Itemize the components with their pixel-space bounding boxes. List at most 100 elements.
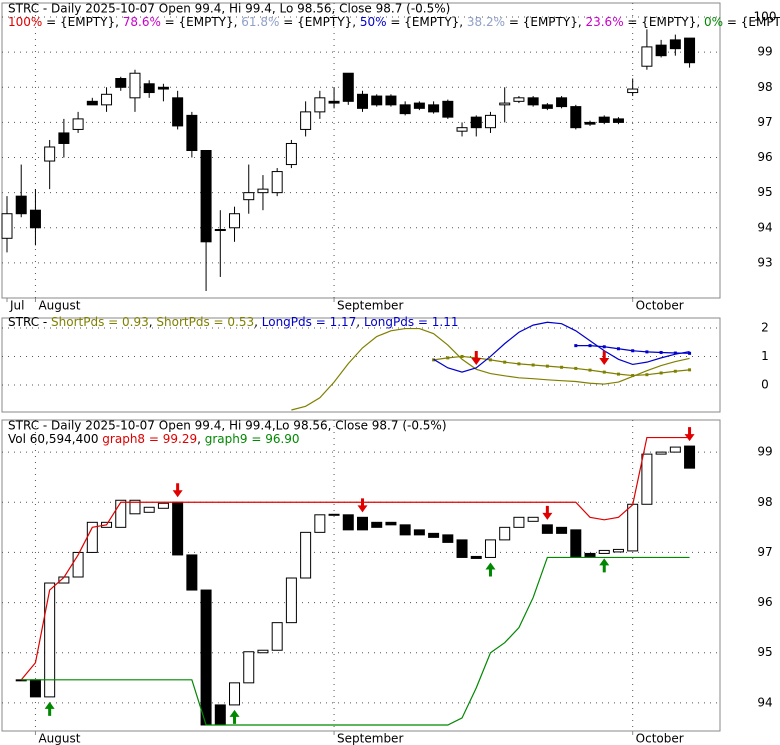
candle-body bbox=[172, 501, 184, 556]
y-tick-label: 96 bbox=[757, 595, 772, 609]
series-marker bbox=[645, 373, 649, 377]
series-marker bbox=[616, 372, 620, 376]
series-marker bbox=[631, 349, 635, 353]
buy-arrow bbox=[44, 701, 55, 716]
candle-body bbox=[456, 127, 468, 132]
sell-arrow bbox=[357, 498, 368, 513]
x-tick-label: Jul bbox=[9, 299, 24, 313]
panel-frame bbox=[1, 419, 721, 732]
series-marker bbox=[588, 344, 592, 348]
series-marker bbox=[659, 371, 663, 375]
buy-arrow bbox=[485, 562, 496, 577]
series-marker bbox=[503, 360, 507, 364]
legend: 100% = {EMPTY}, 78.6% = {EMPTY}, 61.8% =… bbox=[8, 15, 780, 29]
candle-body bbox=[129, 499, 141, 515]
candle-body bbox=[357, 516, 368, 531]
legend-item: graph8 = 99.29 bbox=[102, 432, 197, 446]
legend-item: = {EMPTY}, bbox=[279, 15, 359, 29]
candle-body bbox=[570, 106, 582, 129]
candle-body bbox=[72, 118, 84, 130]
legend-item: LongPds = 1.11 bbox=[364, 315, 459, 329]
candle-body bbox=[15, 195, 27, 215]
x-tick-label: August bbox=[38, 299, 80, 313]
candle-body bbox=[684, 37, 696, 64]
candle-body bbox=[413, 102, 425, 109]
candle-body bbox=[143, 83, 155, 94]
candle-body bbox=[627, 503, 639, 552]
buy-arrow bbox=[599, 558, 610, 573]
y-tick-label: 98 bbox=[757, 495, 772, 509]
legend: STRC - ShortPds = 0.93, ShortPds = 0.53,… bbox=[8, 315, 458, 329]
candle-body bbox=[143, 506, 155, 513]
candle-body bbox=[556, 97, 568, 108]
series-marker bbox=[560, 365, 564, 369]
series-marker bbox=[588, 368, 592, 372]
series-marker bbox=[645, 350, 649, 354]
legend-item: ShortPds = 0.93 bbox=[51, 315, 149, 329]
legend-item: , bbox=[356, 315, 364, 329]
x-tick-label: September bbox=[337, 299, 403, 313]
y-tick-label: 93 bbox=[757, 255, 772, 269]
series-marker bbox=[460, 354, 464, 358]
candle-body bbox=[669, 39, 681, 50]
y-tick-label: 2 bbox=[761, 320, 769, 334]
candle-body bbox=[669, 446, 681, 453]
series-marker bbox=[545, 364, 549, 368]
candle-body bbox=[115, 78, 127, 88]
legend-item: 38.2% bbox=[467, 15, 505, 29]
candle-body bbox=[499, 526, 511, 541]
candle-body bbox=[186, 114, 198, 151]
legend-item: 0% bbox=[704, 15, 723, 29]
series-line bbox=[20, 436, 690, 681]
legend-item: Vol 60,594,400 bbox=[8, 432, 102, 446]
panel-frame bbox=[1, 317, 721, 413]
candle-body bbox=[655, 451, 667, 455]
series-marker bbox=[631, 374, 635, 378]
legend-item: 50% bbox=[360, 15, 387, 29]
y-tick-label: 1 bbox=[761, 349, 769, 363]
candle-body bbox=[257, 188, 269, 194]
candle-body bbox=[612, 118, 624, 123]
candle-body bbox=[513, 97, 525, 102]
legend-item: = {EMPTY} bbox=[723, 15, 780, 29]
candle-body bbox=[342, 514, 354, 531]
candle-body bbox=[300, 531, 312, 579]
candle-body bbox=[385, 521, 397, 526]
candle-body bbox=[115, 499, 127, 528]
candle-body bbox=[428, 532, 440, 538]
candle-body bbox=[428, 104, 440, 113]
series-line bbox=[433, 321, 690, 373]
series-marker bbox=[673, 351, 677, 355]
candle-body bbox=[385, 95, 397, 106]
legend-item: = {EMPTY}, bbox=[624, 15, 704, 29]
candle-body bbox=[413, 529, 425, 536]
candle-body bbox=[527, 516, 539, 522]
candle-body bbox=[101, 93, 113, 106]
candle-body bbox=[584, 552, 596, 558]
sell-arrow bbox=[599, 351, 610, 365]
series-marker bbox=[688, 368, 692, 372]
candle-body bbox=[328, 100, 340, 104]
candle-body bbox=[58, 132, 70, 144]
candle-body bbox=[214, 704, 226, 726]
candle-body bbox=[541, 104, 553, 109]
sell-arrow bbox=[542, 505, 553, 520]
legend-item: = {EMPTY}, bbox=[505, 15, 585, 29]
legend: Vol 60,594,400 graph8 = 99.29, graph9 = … bbox=[8, 432, 300, 446]
candle-body bbox=[271, 622, 283, 651]
candle-body bbox=[655, 44, 667, 57]
y-tick-label: 99 bbox=[757, 445, 772, 459]
candle-body bbox=[371, 521, 383, 528]
candle-body bbox=[200, 589, 212, 726]
candle-body bbox=[229, 213, 241, 229]
legend-item: , bbox=[254, 315, 262, 329]
candle-body bbox=[641, 453, 653, 505]
y-tick-label: 94 bbox=[757, 220, 772, 234]
series-marker bbox=[659, 350, 663, 354]
legend-item: 78.6% bbox=[123, 15, 161, 29]
y-tick-label: 96 bbox=[757, 150, 772, 164]
legend-item: graph9 = 96.90 bbox=[205, 432, 300, 446]
candle-body bbox=[29, 679, 41, 698]
